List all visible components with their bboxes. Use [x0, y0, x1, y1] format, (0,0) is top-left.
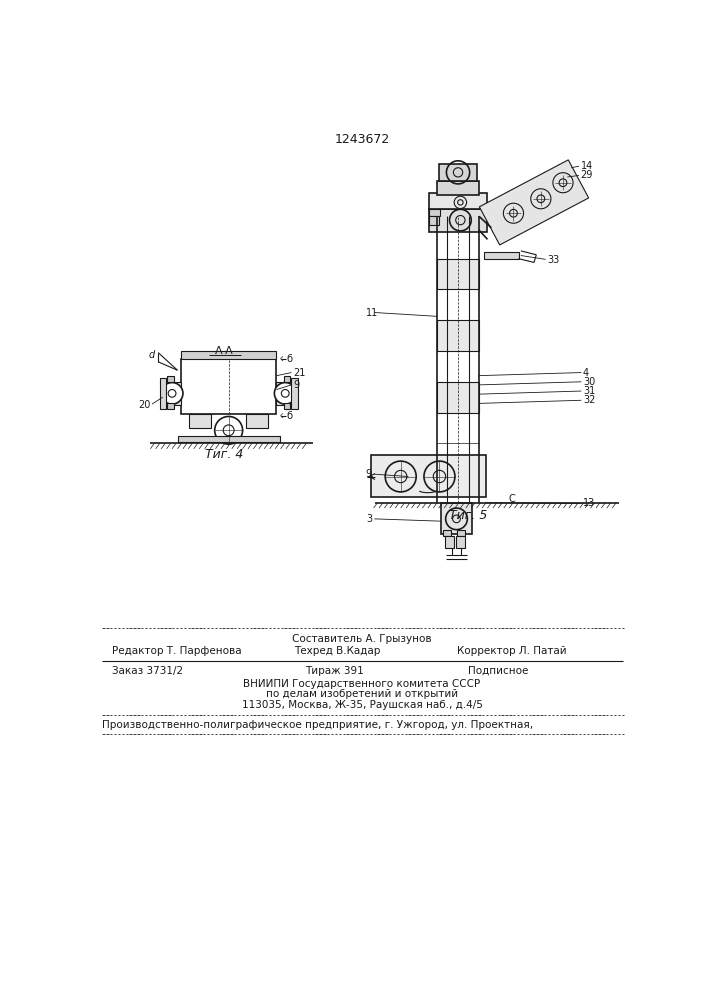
Text: 113035, Москва, Ж-35, Раушская наб., д.4/5: 113035, Москва, Ж-35, Раушская наб., д.4… — [242, 700, 482, 710]
Bar — [284, 376, 290, 382]
Bar — [437, 181, 479, 195]
Text: 1243672: 1243672 — [334, 133, 390, 146]
Bar — [429, 193, 486, 209]
Circle shape — [215, 416, 243, 444]
Bar — [371, 455, 486, 497]
Text: Тираж 391: Тираж 391 — [305, 666, 364, 676]
Text: 3: 3 — [366, 514, 372, 524]
Text: Производственно-полиграфическое предприятие, г. Ужгород, ул. Проектная,: Производственно-полиграфическое предприя… — [103, 720, 534, 730]
Bar — [163, 382, 182, 405]
Bar — [284, 403, 290, 409]
Text: 20: 20 — [138, 400, 151, 410]
Bar — [437, 382, 479, 413]
Bar — [437, 320, 479, 351]
Text: Τиг. 5: Τиг. 5 — [449, 509, 487, 522]
Bar — [437, 259, 479, 289]
Text: C: C — [508, 494, 515, 504]
Text: Заказ 3731/2: Заказ 3731/2 — [112, 666, 182, 676]
Bar — [457, 530, 465, 536]
Text: Подписное: Подписное — [468, 666, 529, 676]
Circle shape — [161, 383, 183, 404]
Bar — [247, 414, 268, 428]
Text: 9: 9 — [293, 380, 299, 390]
Bar — [168, 403, 174, 409]
Text: 30: 30 — [583, 377, 595, 387]
Text: 4: 4 — [583, 368, 589, 378]
Text: б: б — [287, 354, 293, 364]
Text: б: б — [287, 411, 293, 421]
Bar — [276, 382, 295, 405]
Text: 21: 21 — [293, 368, 305, 378]
Bar — [189, 414, 211, 428]
Text: 9: 9 — [366, 469, 372, 479]
Bar — [484, 252, 518, 259]
Text: 11: 11 — [366, 308, 378, 318]
Text: Корректор Л. Патай: Корректор Л. Патай — [457, 646, 566, 656]
Bar — [168, 376, 174, 382]
Text: ВНИИПИ Государственного комитета СССР: ВНИИПИ Государственного комитета СССР — [243, 679, 481, 689]
Circle shape — [274, 383, 296, 404]
Bar — [177, 436, 280, 442]
Text: Техред В.Кадар: Техред В.Кадар — [293, 646, 380, 656]
Bar — [429, 209, 440, 216]
Polygon shape — [479, 160, 589, 245]
Bar — [443, 530, 451, 536]
Bar — [445, 536, 454, 548]
Text: 32: 32 — [583, 395, 595, 405]
Text: d: d — [149, 350, 155, 360]
Bar — [429, 209, 486, 232]
Bar — [456, 536, 465, 548]
Text: A-A: A-A — [215, 346, 233, 356]
Text: 14: 14 — [580, 161, 592, 171]
Bar — [182, 359, 276, 414]
Text: 33: 33 — [547, 255, 559, 265]
Text: по делам изобретений и открытий: по делам изобретений и открытий — [266, 689, 458, 699]
Bar — [160, 378, 166, 409]
Bar — [291, 378, 298, 409]
Text: Τиг. 4: Τиг. 4 — [205, 448, 243, 461]
Bar — [182, 351, 276, 359]
Bar — [441, 503, 472, 534]
Text: 31: 31 — [583, 386, 595, 396]
Text: 29: 29 — [580, 170, 593, 180]
Text: Редактор Т. Парфенова: Редактор Т. Парфенова — [112, 646, 241, 656]
Text: Составитель А. Грызунов: Составитель А. Грызунов — [292, 634, 432, 644]
Bar — [429, 216, 438, 225]
Bar — [440, 164, 477, 181]
Text: 13: 13 — [583, 498, 595, 508]
